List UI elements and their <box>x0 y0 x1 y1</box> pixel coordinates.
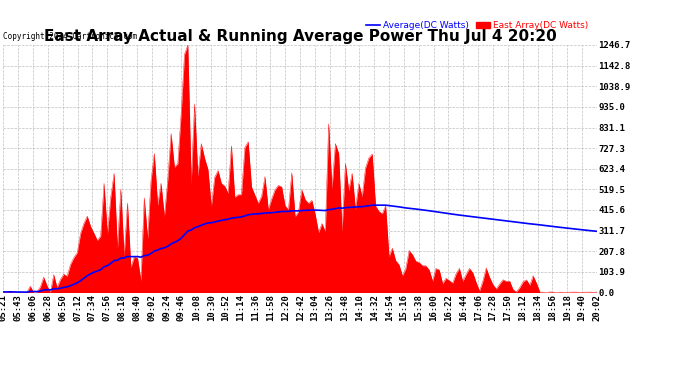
Text: Copyright 2024 Cartronics.com: Copyright 2024 Cartronics.com <box>3 32 137 41</box>
Legend: Average(DC Watts), East Array(DC Watts): Average(DC Watts), East Array(DC Watts) <box>362 17 592 33</box>
Title: East Array Actual & Running Average Power Thu Jul 4 20:20: East Array Actual & Running Average Powe… <box>43 29 557 44</box>
